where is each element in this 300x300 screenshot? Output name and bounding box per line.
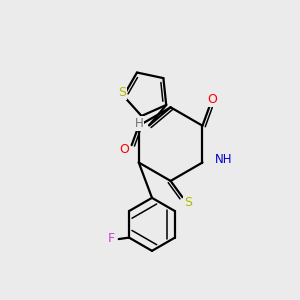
Text: F: F <box>108 232 115 245</box>
Text: O: O <box>207 93 217 106</box>
Text: S: S <box>118 86 126 100</box>
Text: H: H <box>134 117 143 130</box>
Text: NH: NH <box>215 153 232 166</box>
Text: S: S <box>184 196 192 209</box>
Text: O: O <box>119 143 129 156</box>
